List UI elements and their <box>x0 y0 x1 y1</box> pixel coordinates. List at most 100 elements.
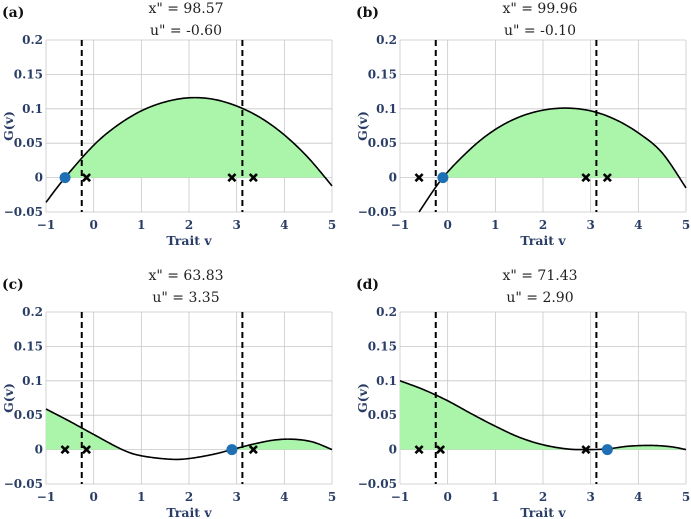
positive-fill-area <box>46 409 332 450</box>
cross-stroke <box>435 445 446 455</box>
x-tick-label: 3 <box>586 218 594 232</box>
y-axis-label: G(v) <box>355 111 370 141</box>
y-axis-label: G(v) <box>1 383 16 413</box>
y-tick-label: 0.1 <box>376 374 397 388</box>
y-tick-label: 0.05 <box>14 408 43 422</box>
panel-label: (b) <box>356 5 379 21</box>
x-tick-label: −1 <box>391 218 409 232</box>
annotation-x: x" = 63.83 <box>148 268 223 284</box>
resident-dot <box>437 172 449 184</box>
x-tick-label: 2 <box>539 490 547 504</box>
cross-marker <box>81 445 92 455</box>
x-tick-label: 4 <box>634 218 642 232</box>
x-tick-label: −1 <box>391 490 409 504</box>
y-tick-label: 0.05 <box>368 136 397 150</box>
x-tick-label: 5 <box>682 218 690 232</box>
chart-panel-c: −1 0 1 2 3 4 5 −0.05 0 0.05 0.1 0.15 0.2 Trait v G(v) (… <box>1 268 336 519</box>
x-tick-label: 3 <box>232 490 240 504</box>
cross-stroke <box>248 173 258 183</box>
x-axis-label: Trait v <box>166 505 212 519</box>
y-tick-label: 0.15 <box>368 339 397 353</box>
y-tick-label: 0.1 <box>22 102 43 116</box>
y-tick-label: 0.05 <box>368 408 397 422</box>
y-tick-label: 0 <box>35 443 43 457</box>
x-tick-label: 3 <box>232 218 240 232</box>
fitness-curve <box>45 408 333 461</box>
annotation-u: u" = -0.10 <box>504 23 576 39</box>
x-tick-label: 1 <box>137 490 145 504</box>
cross-marker <box>414 445 424 455</box>
x-tick-label: 4 <box>280 218 288 232</box>
x-tick-label: 5 <box>682 490 690 504</box>
y-tick-label: 0.1 <box>376 102 397 116</box>
chart-panel-d: −1 0 1 2 3 4 5 −0.05 0 0.05 0.1 0.15 0.2 Trait v G(v) (… <box>355 268 690 519</box>
x-tick-label: 5 <box>328 490 336 504</box>
panel-label: (d) <box>356 277 379 293</box>
x-tick-label: 2 <box>185 218 193 232</box>
cross-stroke <box>602 173 612 183</box>
fitness-curve <box>45 96 333 203</box>
annotation-x: x" = 71.43 <box>502 268 577 284</box>
cross-marker <box>435 445 446 455</box>
chart-panel-a: −1 0 1 2 3 4 5 −0.05 0 0.05 0.1 0.15 0.2 Trait v G(v) (… <box>1 1 336 248</box>
cross-marker <box>60 445 70 455</box>
y-tick-label: 0 <box>35 171 43 185</box>
x-tick-label: 1 <box>137 218 145 232</box>
x-tick-label: 2 <box>185 490 193 504</box>
cross-stroke <box>227 173 237 183</box>
y-axis-label: G(v) <box>355 383 370 413</box>
cross-stroke <box>414 173 424 183</box>
y-tick-label: −0.05 <box>4 477 43 491</box>
cross-stroke <box>414 445 424 455</box>
x-tick-label: 0 <box>89 218 97 232</box>
cross-marker <box>248 173 258 183</box>
cross-stroke <box>581 173 591 183</box>
panel-label: (a) <box>2 5 24 21</box>
annotation-x: x" = 99.96 <box>502 1 577 17</box>
cross-stroke <box>81 173 92 183</box>
annotation-u: u" = 3.35 <box>152 290 219 306</box>
cross-marker <box>227 173 237 183</box>
x-tick-label: 0 <box>89 490 97 504</box>
cross-marker <box>581 445 591 455</box>
x-tick-label: 1 <box>491 218 499 232</box>
y-tick-label: −0.05 <box>358 205 397 219</box>
cross-stroke <box>248 445 258 455</box>
y-tick-label: 0.15 <box>14 339 43 353</box>
cross-marker <box>602 173 612 183</box>
resident-dot <box>226 444 238 456</box>
x-tick-label: 0 <box>443 218 451 232</box>
x-tick-label: 5 <box>328 218 336 232</box>
cross-stroke <box>60 445 70 455</box>
x-tick-label: 3 <box>586 490 594 504</box>
panel-label: (c) <box>2 277 24 293</box>
x-tick-label: 4 <box>634 490 642 504</box>
resident-dot <box>59 172 71 184</box>
cross-marker <box>581 173 591 183</box>
x-tick-label: 2 <box>539 218 547 232</box>
annotation-u: u" = -0.60 <box>150 23 222 39</box>
y-tick-label: 0.1 <box>22 374 43 388</box>
x-tick-label: −1 <box>37 218 55 232</box>
x-axis-label: Trait v <box>520 233 566 248</box>
cross-marker <box>81 173 92 183</box>
y-tick-label: 0.2 <box>376 305 397 319</box>
y-tick-label: −0.05 <box>4 205 43 219</box>
chart-panel-b: −1 0 1 2 3 4 5 −0.05 0 0.05 0.1 0.15 0.2 Trait v G(v) (… <box>355 1 690 248</box>
y-axis-label: G(v) <box>1 111 16 141</box>
cross-marker <box>414 173 424 183</box>
x-axis-label: Trait v <box>166 233 212 248</box>
y-tick-label: 0.15 <box>368 67 397 81</box>
y-tick-label: 0.2 <box>22 305 43 319</box>
y-tick-label: 0 <box>389 443 397 457</box>
fitness-curve <box>418 107 687 213</box>
annotation-x: x" = 98.57 <box>148 1 223 17</box>
positive-fill-area <box>46 97 332 178</box>
positive-fill-area <box>419 108 686 178</box>
y-tick-label: 0.2 <box>22 33 43 47</box>
y-tick-label: 0.15 <box>14 67 43 81</box>
cross-stroke <box>581 445 591 455</box>
x-tick-label: 1 <box>491 490 499 504</box>
cross-stroke <box>81 445 92 455</box>
